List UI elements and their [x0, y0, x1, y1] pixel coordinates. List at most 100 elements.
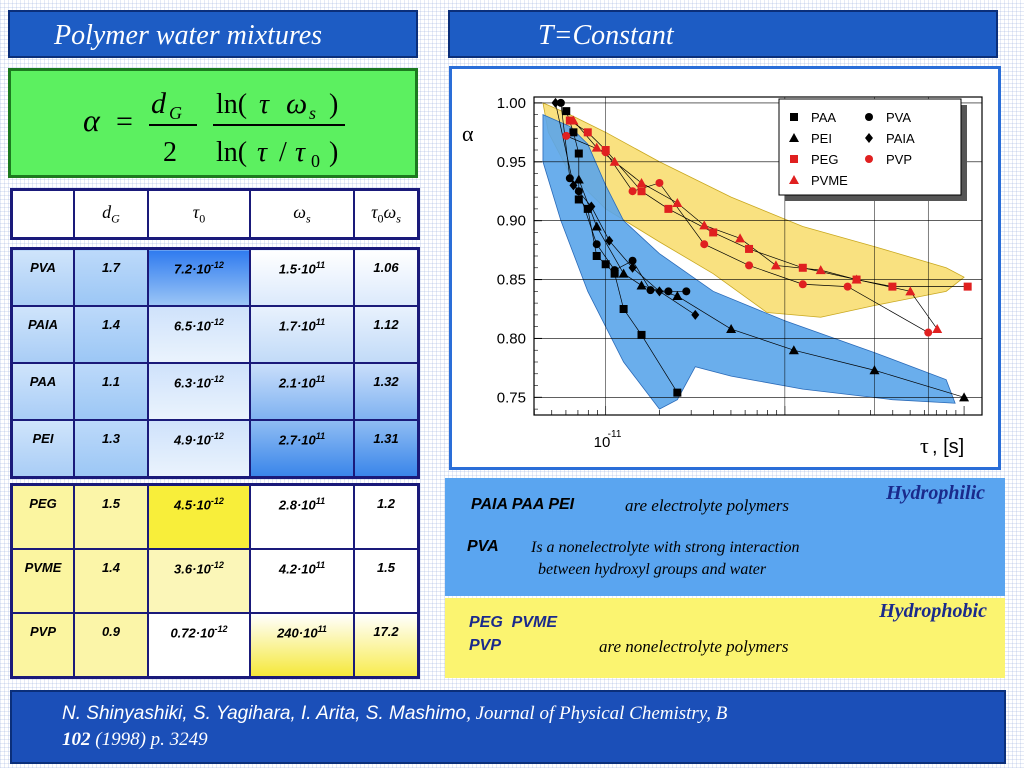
data-point-pva	[646, 286, 655, 295]
data-point-pvme	[636, 177, 647, 187]
data-point-pva	[556, 98, 565, 107]
data-point-pvp	[655, 178, 664, 187]
data-point-pvme	[770, 260, 781, 270]
dg-cell: 0.9	[73, 611, 149, 679]
header-empty-cell	[10, 188, 75, 240]
data-point-pvme	[568, 115, 579, 125]
citation-text: N. Shinyashiki, S. Yagihara, I. Arita, S…	[62, 701, 992, 753]
legend-label-paa: PAA	[811, 110, 836, 125]
data-point-pva	[610, 266, 619, 275]
nonelectrolyte-polymer-table: PEG 1.5 4.5·10-12 2.8·1011 1.2 PVME 1.4 3.6·10-…	[10, 483, 420, 679]
y-tick-label: 0.95	[497, 154, 526, 171]
tau0-cell: 7.2·10-12	[147, 247, 251, 308]
data-point-pvp	[843, 282, 852, 291]
formula-close-bot: )	[329, 137, 338, 168]
electrolyte-polymer-table: PVA 1.7 7.2·10-12 1.5·1011 1.06 PAIA 1.4 6.5·10…	[10, 247, 420, 479]
table-row: PVME 1.4 3.6·10-12 4.2·1011 1.5	[10, 548, 420, 614]
dg-cell: 1.4	[73, 305, 149, 364]
table-row: PEG 1.5 4.5·10-12 2.8·1011 1.2	[10, 483, 420, 551]
data-point-pva	[664, 287, 673, 296]
data-point-pei	[636, 280, 647, 290]
formula-tau-bot: τ	[257, 137, 268, 168]
data-point-pvme	[932, 324, 943, 334]
nonelectrolyte-description: are nonelectrolyte polymers	[599, 637, 789, 656]
data-point-pvme	[591, 142, 602, 152]
y-tick-label: 1.00	[497, 95, 526, 112]
dg-cell: 1.4	[73, 548, 149, 614]
formula-ln-top: ln(	[216, 89, 247, 120]
nonelectrolyte-polymer-names-2: PVP	[469, 637, 502, 654]
tau0-cell: 6.5·10-12	[147, 305, 251, 364]
table-row: PVA 1.7 7.2·10-12 1.5·1011 1.06	[10, 247, 420, 308]
polymer-name-cell: PVA	[10, 247, 75, 308]
nonelectrolyte-polymer-names-1: PEG PVME	[469, 614, 558, 631]
omega-s-cell: 240·1011	[249, 611, 355, 679]
formula-omega-sub: s	[309, 103, 316, 123]
y-tick-label: 0.85	[497, 272, 526, 289]
data-point-pva	[592, 240, 601, 249]
pva-name: PVA	[467, 538, 499, 555]
chart-svg: 1.00 0.95 0.90 0.85 0.80 0.75 10-11 α τ, [s] PAA P…	[462, 95, 983, 458]
data-point-pva	[628, 256, 637, 265]
omega-s-cell: 1.5·1011	[249, 247, 355, 308]
formula-tau-top: τ	[259, 89, 270, 120]
data-point-paia	[691, 309, 700, 320]
data-point-peg	[798, 263, 807, 272]
table-row: PAA 1.1 6.3·10-12 2.1·1011 1.32	[10, 361, 420, 421]
hydrophilic-panel: Hydrophilic PAIA PAA PEI are electrolyte…	[445, 478, 1005, 596]
x-axis-label-symbol: τ	[920, 433, 929, 458]
left-title: Polymer water mixtures	[54, 20, 323, 51]
data-point-pvme	[815, 265, 826, 275]
right-title: T=Constant	[538, 20, 674, 51]
formula-two: 2	[163, 137, 177, 168]
legend-marker-pvme	[789, 175, 799, 184]
omega-s-cell: 2.7·1011	[249, 418, 355, 479]
formula-slash: /	[279, 137, 287, 168]
data-point-pvme	[851, 274, 862, 284]
legend-marker-peg	[790, 155, 798, 163]
hydrophobic-label: Hydrophobic	[879, 600, 987, 622]
data-point-pvme	[735, 233, 746, 243]
data-point-pvp	[628, 187, 637, 196]
legend-marker-pva	[865, 113, 873, 121]
data-point-pvme	[672, 198, 683, 207]
formula-dg: d	[151, 87, 167, 120]
omega-s-cell: 1.7·1011	[249, 305, 355, 364]
header-omega-s: ωs	[249, 188, 355, 240]
product-cell: 17.2	[353, 611, 420, 679]
tau0-cell: 0.72·10-12	[147, 611, 251, 679]
data-point-pei	[672, 291, 683, 301]
data-point-pvme	[609, 156, 620, 166]
tau0-cell: 3.6·10-12	[147, 548, 251, 614]
data-point-pvme	[699, 220, 710, 230]
y-tick-label: 0.90	[497, 213, 526, 230]
polymer-name-cell: PVP	[10, 611, 75, 679]
data-point-paia	[605, 235, 614, 246]
data-point-pva	[682, 287, 691, 296]
formula-close-top: )	[329, 89, 338, 120]
header-tau0: τ0	[147, 188, 251, 240]
data-point-paia	[628, 262, 637, 273]
dg-cell: 1.5	[73, 483, 149, 551]
data-point-paa	[574, 195, 583, 204]
tau0-cell: 4.9·10-12	[147, 418, 251, 479]
formula-tau0: τ	[295, 137, 306, 168]
data-point-paa	[569, 128, 578, 137]
formula-tau0-sub: 0	[311, 151, 320, 171]
pva-description-line2: between hydroxyl groups and water	[538, 561, 767, 578]
data-point-paa	[562, 107, 571, 116]
legend-label-pva: PVA	[886, 110, 911, 125]
dg-cell: 1.7	[73, 247, 149, 308]
product-cell: 1.32	[353, 361, 420, 421]
hydrophilic-label: Hydrophilic	[886, 482, 985, 504]
data-point-paa	[574, 149, 583, 158]
header-tau0-omega-s: τ0ωs	[353, 188, 420, 240]
x-tick-exponent: -11	[608, 429, 622, 440]
data-point-pva	[565, 174, 574, 183]
product-cell: 1.12	[353, 305, 420, 364]
alpha-vs-tau-chart: 1.00 0.95 0.90 0.85 0.80 0.75 10 -11 α τ, [s] PAA P…	[449, 66, 1001, 470]
plot-frame	[533, 96, 983, 416]
data-point-paia	[655, 286, 664, 297]
data-point-peg	[583, 128, 592, 137]
formula-dg-sub: G	[169, 103, 182, 123]
